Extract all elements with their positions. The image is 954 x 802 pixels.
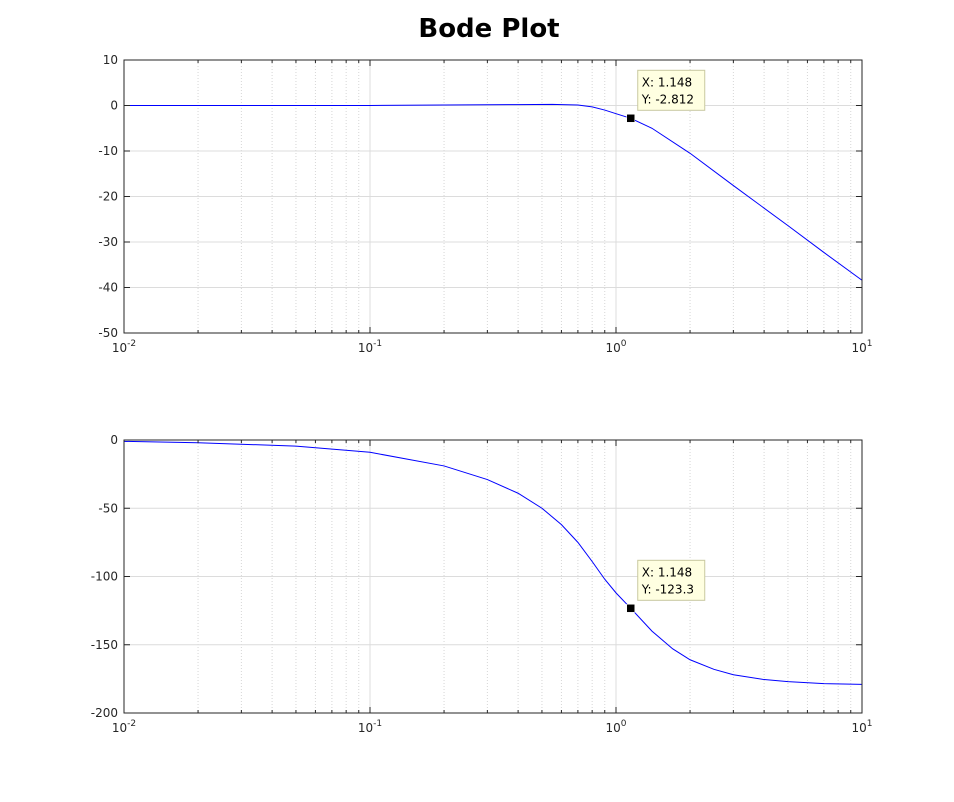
phase-y-tick-label: 0 [110,433,118,447]
figure-title: Bode Plot [418,14,559,44]
magnitude-line [124,103,863,281]
magnitude-y-tick-label: 10 [103,53,118,67]
magnitude-x-tick-label: 10-1 [358,339,382,355]
phase-y-tick-label: -200 [91,706,118,720]
magnitude-datatip-x: X: 1.148 [642,75,692,89]
phase-datatip-y: Y: -123.3 [641,582,694,596]
phase-datatip-box [637,559,706,601]
phase-line [123,440,863,685]
magnitude-x-tick-label: 10-2 [112,339,136,355]
phase-datatip-group[interactable]: X: 1.148 Y: -123.3 [626,559,706,613]
phase-y-tick-label: -50 [98,501,118,515]
magnitude-y-tick-label: -50 [98,326,118,340]
magnitude-datatip-y: Y: -2.812 [641,92,694,106]
phase-x-tick-label: 10-2 [112,719,136,735]
phase-datatip-marker [626,604,635,613]
magnitude-y-tick-label: -40 [98,281,118,295]
phase-x-tick-label: 10-1 [358,719,382,735]
magnitude-y-tick-label: 0 [110,99,118,113]
magnitude-datatip-marker [626,114,635,123]
magnitude-x-tick-label: 101 [851,339,872,355]
magnitude-y-tick-label: -20 [98,190,118,204]
phase-x-tick-label: 100 [605,719,626,735]
phase-curve-group [123,440,863,685]
magnitude-x-tick-label: 100 [605,339,626,355]
phase-y-tick-label: -100 [91,570,118,584]
magnitude-curve-group [124,103,863,281]
phase-x-tick-label: 101 [851,719,872,735]
magnitude-datatip-group[interactable]: X: 1.148 Y: -2.812 [626,69,706,123]
magnitude-y-tick-label: -30 [98,235,118,249]
magnitude-y-tick-label: -10 [98,144,118,158]
phase-y-tick-label: -150 [91,638,118,652]
magnitude-datatip-box [637,69,706,111]
phase-datatip-x: X: 1.148 [642,565,692,579]
